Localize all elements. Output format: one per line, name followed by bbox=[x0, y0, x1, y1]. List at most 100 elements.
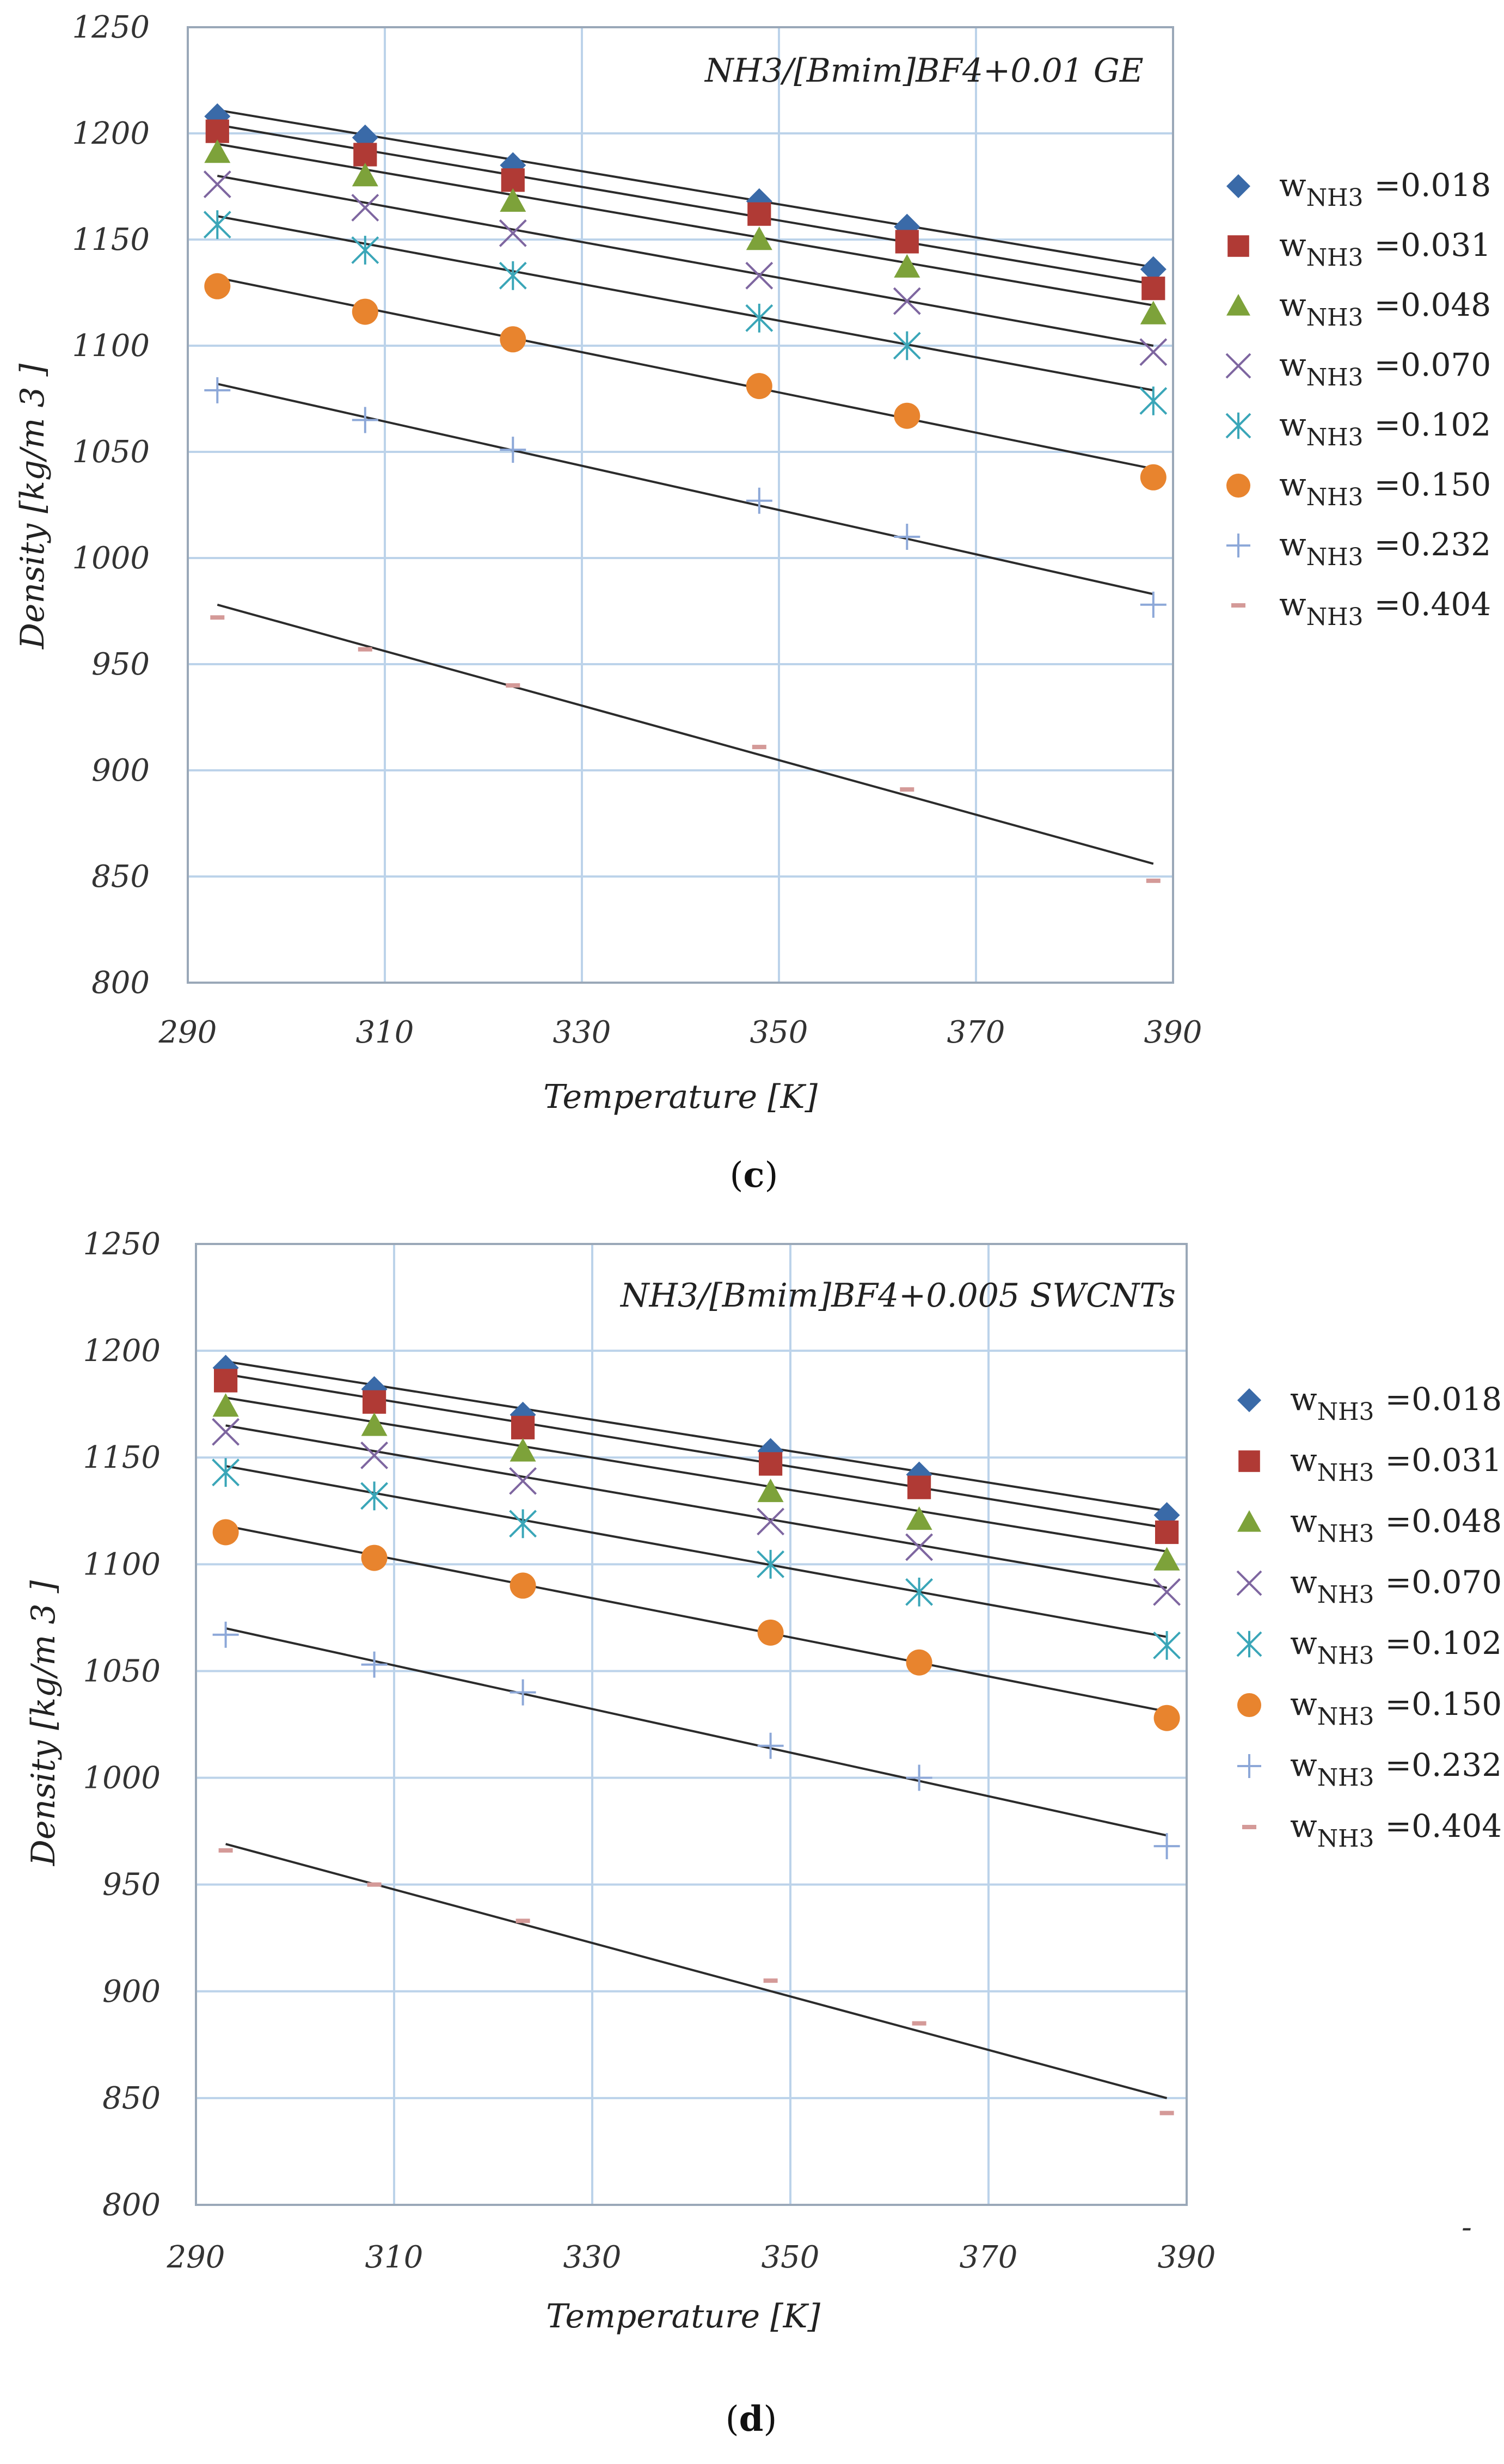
legend-label-value: =0.102 bbox=[1374, 406, 1491, 443]
legend-label: wNH3 =0.150 bbox=[1279, 466, 1491, 511]
y-axis-title: Density [kg/m 3 ] bbox=[14, 363, 52, 649]
legend-label-w: w bbox=[1279, 526, 1306, 563]
x-tick-label: 290 bbox=[158, 1015, 217, 1050]
legend-label-subscript: NH3 bbox=[1317, 1520, 1374, 1548]
data-point-square bbox=[363, 1390, 386, 1414]
data-point-dash bbox=[1159, 2111, 1174, 2116]
legend-label-w: w bbox=[1290, 1685, 1317, 1723]
legend-label-w: w bbox=[1290, 1807, 1317, 1844]
legend-label-subscript: NH3 bbox=[1306, 364, 1364, 391]
data-point-square bbox=[895, 230, 919, 254]
data-point-plus bbox=[352, 407, 378, 433]
data-point-dash bbox=[506, 683, 520, 688]
legend-label-value: =0.404 bbox=[1374, 586, 1491, 623]
y-tick-label: 1100 bbox=[72, 328, 150, 364]
legend-label-value: =0.031 bbox=[1374, 226, 1491, 263]
legend-label-subscript: NH3 bbox=[1306, 483, 1364, 511]
data-point-asterisk bbox=[360, 1481, 389, 1511]
data-point-x bbox=[745, 261, 774, 290]
data-point-circle bbox=[500, 326, 526, 353]
panel-label-c: (c) bbox=[730, 1155, 778, 1196]
y-tick-label: 1200 bbox=[72, 116, 150, 151]
data-point-square bbox=[205, 119, 229, 143]
legend-label-w: w bbox=[1279, 226, 1306, 263]
legend-label-w: w bbox=[1279, 586, 1306, 623]
y-tick-label: 1000 bbox=[83, 1761, 161, 1796]
y-axis-ticks: 800 850 900 950 1000 1050 1100 1150 1200 1250 bbox=[83, 1227, 161, 2223]
data-point-plus bbox=[509, 1679, 536, 1706]
x-tick-label: 370 bbox=[947, 1015, 1005, 1050]
legend-label: wNH3 =0.404 bbox=[1290, 1807, 1502, 1853]
fit-line bbox=[217, 603, 1154, 865]
data-point-triangle bbox=[746, 226, 772, 250]
y-tick-label: 950 bbox=[91, 647, 150, 682]
data-points bbox=[212, 1354, 1181, 2116]
legend-marker-square bbox=[1227, 235, 1249, 257]
data-point-circle bbox=[894, 402, 920, 429]
legend-label-value: =0.048 bbox=[1385, 1503, 1502, 1540]
legend-marker-diamond bbox=[1237, 1388, 1261, 1412]
chart-panel-c: 800 850 900 950 1000 1050 1100 1150 1200 1250 290… bbox=[14, 10, 1491, 1196]
data-point-asterisk bbox=[351, 236, 379, 265]
data-point-x bbox=[1153, 1578, 1181, 1606]
legend-marker-diamond bbox=[1226, 174, 1250, 198]
data-point-dash bbox=[515, 1919, 530, 1923]
data-point-square bbox=[214, 1369, 238, 1393]
legend-label: wNH3 =0.070 bbox=[1290, 1564, 1502, 1609]
data-point-asterisk bbox=[212, 1458, 240, 1487]
legend-label: wNH3 =0.048 bbox=[1290, 1503, 1502, 1548]
x-tick-label: 330 bbox=[553, 1015, 611, 1050]
fit-line bbox=[225, 1396, 1167, 1553]
legend-marker-triangle bbox=[1226, 294, 1250, 316]
x-tick-label: 390 bbox=[1144, 1015, 1202, 1050]
legend-marker-triangle bbox=[1237, 1510, 1261, 1532]
data-point-square bbox=[501, 168, 525, 192]
legend-label-subscript: NH3 bbox=[1317, 1581, 1374, 1609]
data-point-dash bbox=[367, 1882, 382, 1887]
legend-label-subscript: NH3 bbox=[1317, 1703, 1374, 1731]
legend-marker-plus bbox=[1237, 1754, 1261, 1778]
legend-label: wNH3 =0.404 bbox=[1279, 586, 1491, 631]
legend-label-subscript: NH3 bbox=[1317, 1764, 1374, 1792]
fit-line bbox=[217, 215, 1154, 391]
data-point-asterisk bbox=[499, 261, 527, 290]
data-point-triangle bbox=[757, 1478, 784, 1503]
data-point-dash bbox=[912, 2021, 926, 2026]
y-tick-label: 1250 bbox=[83, 1227, 161, 1262]
x-tick-label: 370 bbox=[960, 2240, 1018, 2275]
data-point-circle bbox=[1153, 1705, 1180, 1731]
y-axis-ticks: 800 850 900 950 1000 1050 1100 1150 1200 1250 bbox=[72, 10, 150, 1001]
legend-label: wNH3 =0.048 bbox=[1279, 286, 1491, 332]
y-tick-label: 1100 bbox=[83, 1547, 161, 1582]
data-point-square bbox=[759, 1452, 783, 1476]
data-point-plus bbox=[906, 1764, 932, 1791]
legend-label-value: =0.150 bbox=[1374, 466, 1491, 503]
data-point-x bbox=[203, 170, 231, 199]
x-axis-ticks: 290 310 330 350 370 390 bbox=[158, 1015, 1202, 1050]
data-point-circle bbox=[509, 1572, 536, 1599]
legend-marker-square bbox=[1238, 1450, 1260, 1472]
data-point-x bbox=[499, 219, 527, 247]
panel-label-d: (d) bbox=[726, 2399, 777, 2440]
data-point-dash bbox=[1146, 878, 1161, 883]
legend-label: wNH3 =0.102 bbox=[1290, 1625, 1502, 1670]
legend-label-subscript: NH3 bbox=[1306, 184, 1364, 212]
legend-label: wNH3 =0.102 bbox=[1279, 406, 1491, 451]
x-tick-label: 310 bbox=[365, 2240, 423, 2275]
legend-label-w: w bbox=[1290, 1625, 1317, 1662]
legend-label-w: w bbox=[1279, 466, 1306, 503]
data-point-square bbox=[907, 1475, 931, 1499]
data-point-asterisk bbox=[1153, 1631, 1181, 1660]
y-tick-label: 1050 bbox=[83, 1653, 161, 1689]
legend-marker-circle bbox=[1237, 1693, 1261, 1717]
panel-letter-d: d bbox=[739, 2399, 764, 2440]
legend-label-subscript: NH3 bbox=[1317, 1642, 1374, 1670]
legend-label-value: =0.404 bbox=[1385, 1807, 1502, 1844]
data-point-x bbox=[212, 1418, 240, 1446]
data-point-square bbox=[511, 1415, 535, 1439]
legend-label-value: =0.070 bbox=[1374, 346, 1491, 383]
inset-title: NH3/[Bmim]BF4+0.01 GE bbox=[704, 52, 1144, 90]
fit-line bbox=[217, 383, 1154, 596]
legend-label: wNH3 =0.031 bbox=[1279, 226, 1491, 272]
